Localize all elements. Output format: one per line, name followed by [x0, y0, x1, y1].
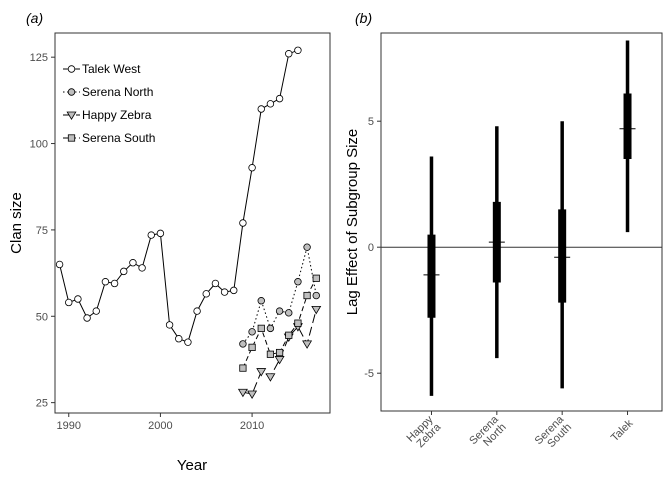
point-serena-south-2012: [266, 350, 275, 358]
point-talek-west-2013: [275, 94, 284, 103]
point-talek-west-1992: [83, 314, 91, 322]
point-talek-west-1993: [92, 307, 100, 315]
point-talek-west-2002: [175, 335, 183, 343]
point-talek-west-2004: [193, 307, 201, 315]
panel-a-x-ticks: 1990 2000 2010: [57, 413, 264, 432]
panel-b-x-ticks: HappyZebra SerenaNorth SerenaSouth Talek: [405, 411, 636, 455]
panel-a-x-axis-title: Year: [177, 457, 207, 474]
y-tick-label: 100: [30, 139, 48, 151]
x-tick-label: 1990: [57, 420, 81, 432]
point-serena-north-2011: [257, 297, 265, 305]
panel-b-y-axis-title: Lag Effect of Subgroup Size: [344, 129, 361, 316]
panel-b-plot-frame: [380, 32, 663, 412]
legend-key-marker: [66, 111, 77, 120]
panel-b-intervals: [423, 40, 636, 396]
panel-b-label: (b): [355, 10, 372, 26]
point-talek-west-1996: [120, 267, 128, 276]
point-talek-west-1991: [74, 295, 82, 303]
panel-a-plot-frame: [54, 32, 331, 414]
point-happy-zebra-2012: [265, 373, 276, 382]
point-talek-west-2007: [220, 288, 229, 296]
legend-key-marker: [67, 65, 76, 73]
point-serena-north-2016: [303, 243, 311, 251]
point-talek-west-1994: [101, 278, 110, 286]
point-talek-west-2011: [257, 105, 265, 113]
y-tick-label: 25: [36, 398, 48, 410]
point-talek-west-2014: [285, 50, 293, 58]
point-serena-south-2010: [248, 343, 256, 351]
panel-a-legend: Talek West Serena North Happy Zebra Serena …: [63, 62, 155, 145]
point-serena-south-2015: [294, 319, 302, 327]
point-happy-zebra-2013: [274, 356, 285, 365]
panel-a-markers: [55, 46, 322, 399]
x-tick-label-talek: Talek: [609, 417, 636, 444]
legend-item-happy-zebra: Happy Zebra: [63, 108, 152, 122]
point-serena-north-2013: [275, 307, 284, 315]
point-talek-west-2009: [239, 219, 247, 227]
legend-item-talek-west: Talek West: [63, 62, 141, 76]
point-serena-south-2016: [303, 291, 311, 300]
legend-label: Serena South: [82, 131, 155, 145]
y-tick-label: 125: [30, 52, 48, 64]
point-serena-south-2011: [257, 324, 265, 332]
point-talek-west-2010: [248, 164, 256, 172]
y-tick-label: 5: [368, 116, 374, 128]
panel-a-y-ticks: 25 50 75 100 125: [30, 52, 55, 410]
point-talek-west-2001: [165, 321, 174, 329]
legend-label: Happy Zebra: [82, 108, 152, 122]
x-tick-label-serena-north: SerenaNorth: [467, 413, 509, 455]
y-tick-label: 0: [368, 242, 374, 254]
point-serena-south-2009: [239, 364, 247, 372]
series-line-happy-zebra: [242, 309, 317, 395]
point-serena-north-2017: [312, 291, 320, 300]
legend-key-marker: [67, 134, 76, 142]
panel-a-y-axis-title: Clan size: [8, 192, 25, 254]
point-talek-west-2006: [211, 279, 220, 288]
point-talek-west-1999: [147, 231, 155, 239]
point-serena-north-2010: [248, 328, 256, 336]
x-tick-label-serena-south: SerenaSouth: [533, 413, 575, 455]
point-serena-north-2012: [266, 324, 275, 333]
point-happy-zebra-2011: [256, 368, 267, 377]
point-serena-north-2014: [285, 309, 293, 317]
legend-label: Serena North: [82, 85, 153, 99]
panel-a-label: (a): [26, 10, 43, 26]
legend-label: Talek West: [82, 62, 141, 76]
legend-item-serena-north: Serena North: [63, 85, 153, 99]
y-tick-label: 50: [36, 311, 48, 323]
panel-b: (b) -5 0 5 HappyZebra SerenaNorth SerenaSout…: [344, 10, 663, 455]
panel-a: (a) 1990 2000 2010 25 50 75 100 125 Talek West…: [8, 10, 331, 474]
point-serena-south-2013: [275, 348, 284, 357]
point-talek-west-2008: [230, 286, 238, 295]
point-happy-zebra-2009: [237, 388, 248, 398]
y-tick-label: 75: [36, 225, 48, 237]
point-talek-west-2012: [266, 100, 275, 108]
point-serena-south-2017: [312, 274, 320, 282]
x-tick-label: 2010: [240, 420, 264, 432]
y-tick-label: -5: [364, 368, 374, 380]
point-serena-north-2009: [239, 340, 247, 348]
point-happy-zebra-2016: [302, 340, 313, 349]
panel-b-y-ticks: -5 0 5: [364, 116, 381, 380]
legend-item-serena-south: Serena South: [63, 131, 155, 145]
point-talek-west-2000: [156, 229, 165, 238]
point-talek-west-1990: [65, 298, 73, 307]
point-serena-north-2015: [294, 278, 302, 286]
point-talek-west-1998: [138, 264, 146, 272]
point-happy-zebra-2017: [311, 305, 322, 315]
legend-key-marker: [67, 88, 76, 96]
point-talek-west-2003: [184, 338, 192, 346]
point-talek-west-2015: [294, 46, 302, 54]
point-talek-west-1995: [110, 279, 119, 288]
x-tick-label-happy-zebra: HappyZebra: [405, 413, 444, 452]
point-talek-west-1989: [55, 260, 64, 269]
point-talek-west-1997: [129, 259, 137, 267]
point-talek-west-2005: [202, 290, 210, 298]
point-serena-south-2014: [285, 331, 293, 339]
point-happy-zebra-2010: [247, 390, 258, 399]
x-tick-label: 2000: [148, 420, 172, 432]
